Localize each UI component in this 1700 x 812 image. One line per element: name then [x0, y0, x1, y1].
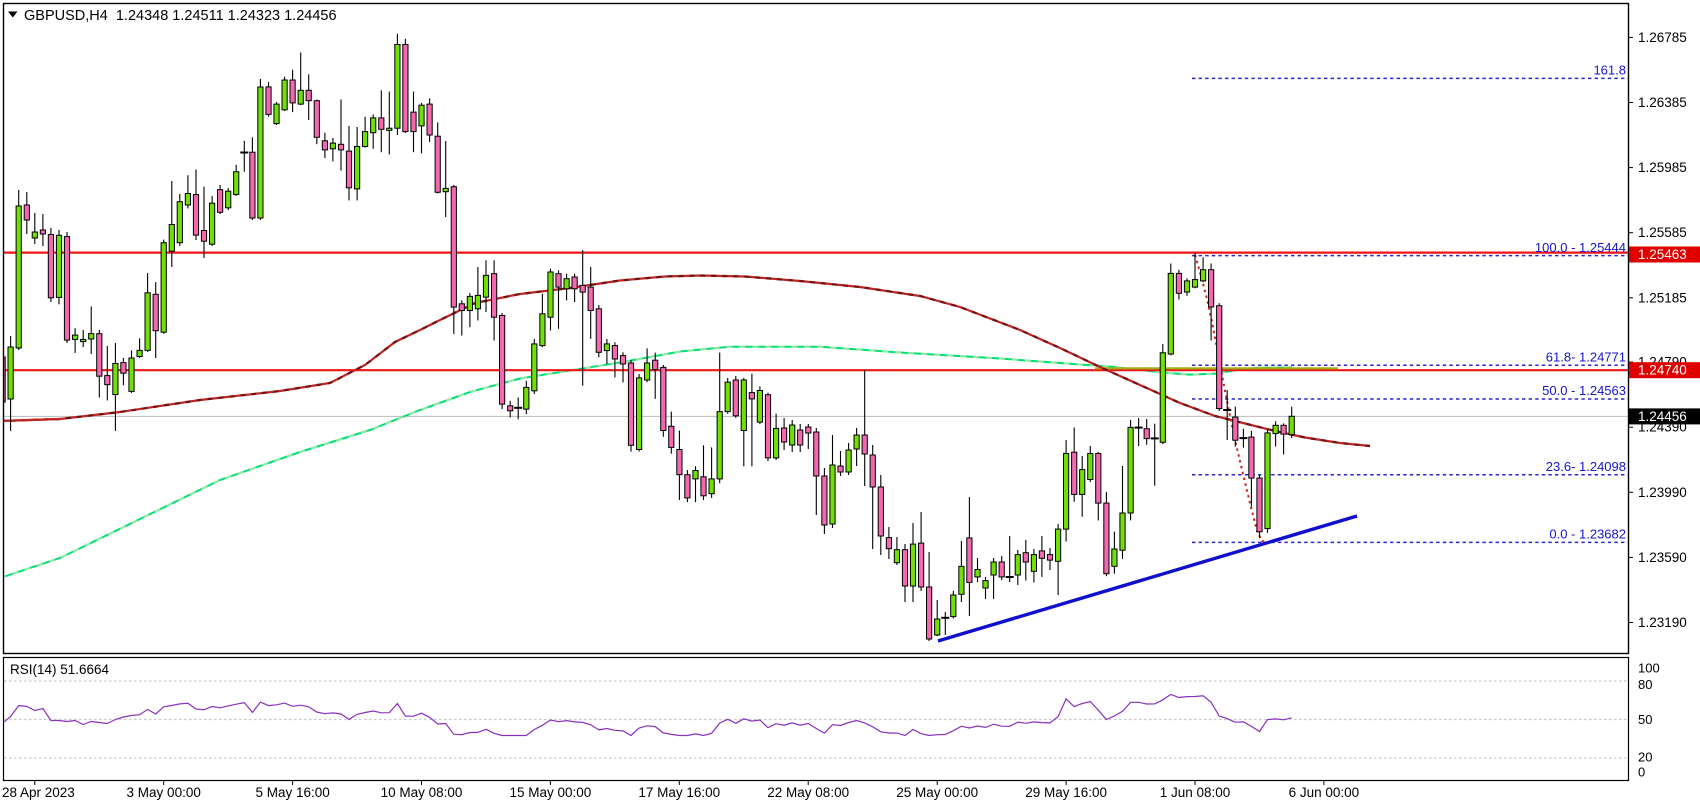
svg-text:100.0 - 1.25444: 100.0 - 1.25444 — [1535, 240, 1626, 255]
svg-text:1.25185: 1.25185 — [1638, 290, 1687, 305]
svg-text:22 May 08:00: 22 May 08:00 — [767, 785, 849, 800]
svg-text:1.26385: 1.26385 — [1638, 95, 1687, 110]
svg-text:1.24740: 1.24740 — [1638, 363, 1687, 378]
svg-text:3 May 00:00: 3 May 00:00 — [127, 785, 201, 800]
svg-text:17 May 16:00: 17 May 16:00 — [638, 785, 720, 800]
svg-text:1.23190: 1.23190 — [1638, 615, 1687, 630]
svg-text:0: 0 — [1638, 765, 1645, 780]
svg-text:RSI(14) 51.6664: RSI(14) 51.6664 — [10, 662, 110, 677]
svg-text:80: 80 — [1638, 677, 1652, 692]
svg-text:50.0 - 1.24563: 50.0 - 1.24563 — [1542, 383, 1626, 398]
svg-text:23.6- 1.24098: 23.6- 1.24098 — [1546, 459, 1626, 474]
svg-text:1.24456: 1.24456 — [1638, 409, 1687, 424]
svg-text:GBPUSD,H4 1.24348 1.24511 1.2: GBPUSD,H4 1.24348 1.24511 1.24323 1.2445… — [24, 8, 337, 24]
svg-text:10 May 08:00: 10 May 08:00 — [381, 785, 463, 800]
svg-text:1.25585: 1.25585 — [1638, 225, 1687, 240]
svg-text:1.26785: 1.26785 — [1638, 30, 1687, 45]
svg-text:28 Apr 2023: 28 Apr 2023 — [2, 785, 75, 800]
svg-text:161.8: 161.8 — [1593, 63, 1626, 78]
svg-text:0.0 - 1.23682: 0.0 - 1.23682 — [1549, 527, 1626, 542]
svg-text:1.25463: 1.25463 — [1638, 247, 1687, 262]
svg-text:25 May 00:00: 25 May 00:00 — [896, 785, 978, 800]
svg-text:15 May 00:00: 15 May 00:00 — [509, 785, 591, 800]
svg-text:1.23590: 1.23590 — [1638, 550, 1687, 565]
svg-text:50: 50 — [1638, 712, 1652, 727]
svg-text:29 May 16:00: 29 May 16:00 — [1025, 785, 1107, 800]
svg-text:1.23990: 1.23990 — [1638, 485, 1687, 500]
svg-text:20: 20 — [1638, 750, 1652, 765]
svg-text:1 Jun 08:00: 1 Jun 08:00 — [1160, 785, 1231, 800]
svg-text:6 Jun 00:00: 6 Jun 00:00 — [1289, 785, 1360, 800]
svg-text:100: 100 — [1638, 661, 1660, 676]
svg-text:5 May 16:00: 5 May 16:00 — [255, 785, 329, 800]
svg-text:61.8- 1.24771: 61.8- 1.24771 — [1546, 349, 1626, 364]
svg-text:1.25985: 1.25985 — [1638, 160, 1687, 175]
